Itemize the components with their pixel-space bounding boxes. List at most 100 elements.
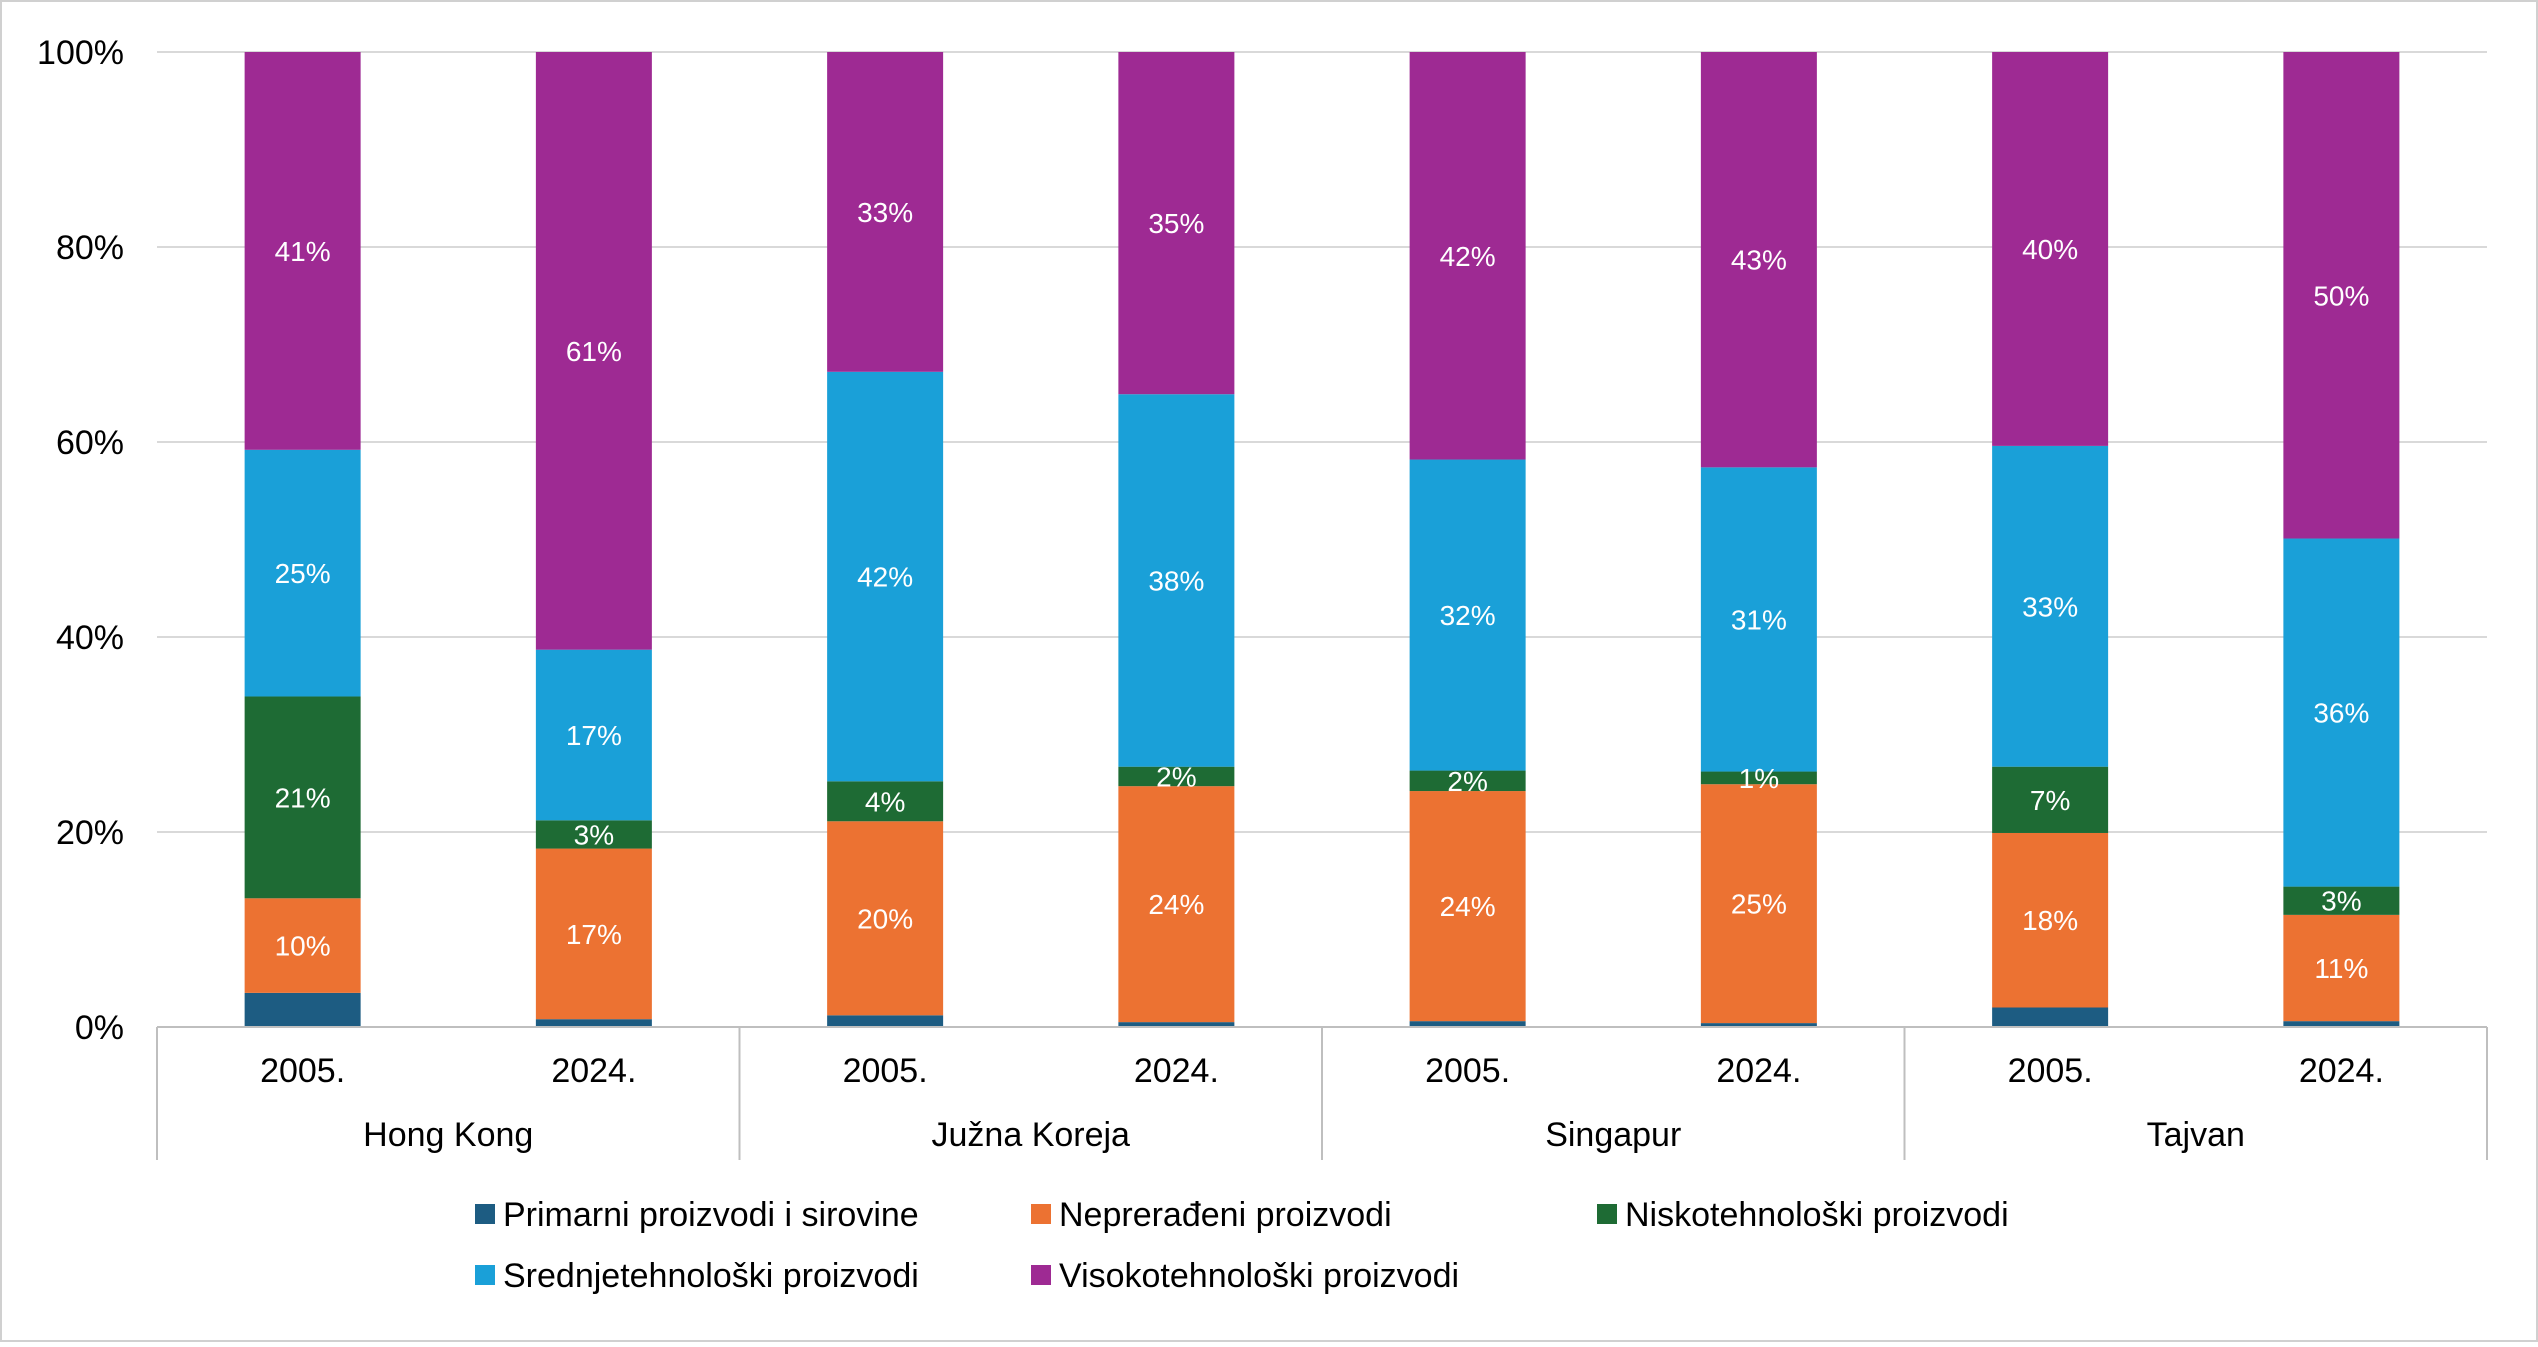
bar-segment	[2283, 914, 2400, 1022]
y-tick-label: 40%	[56, 619, 124, 657]
x-group-label: Tajvan	[2147, 1116, 2245, 1154]
x-category-label: 2005.	[843, 1052, 928, 1090]
x-group-label: Južna Koreja	[932, 1116, 1131, 1154]
legend-item: Visokotehnološki proizvodi	[1031, 1257, 1459, 1295]
legend-item: Neprerađeni proizvodi	[1031, 1196, 1392, 1234]
data-label: 35%	[1148, 208, 1204, 239]
bar-segment	[244, 992, 361, 1027]
bar-segment	[2283, 52, 2400, 539]
legend-item: Primarni proizvodi i sirovine	[475, 1196, 919, 1234]
bar-segment	[827, 1015, 944, 1027]
x-category-label: 2024.	[1134, 1052, 1219, 1090]
legend-swatch	[1597, 1204, 1617, 1224]
data-label: 38%	[1148, 565, 1204, 596]
bar-segment	[1700, 52, 1817, 468]
bars	[244, 52, 2400, 1027]
y-tick-label: 80%	[56, 229, 124, 267]
data-label: 32%	[1440, 600, 1496, 631]
legend-swatch	[475, 1204, 495, 1224]
data-label: 10%	[275, 931, 331, 962]
bar-segment	[535, 820, 652, 849]
data-label: 61%	[566, 336, 622, 367]
legend-item: Niskotehnološki proizvodi	[1597, 1196, 2009, 1234]
bar-segment	[1409, 52, 1526, 460]
x-group-label: Singapur	[1545, 1116, 1681, 1154]
data-label: 42%	[1440, 241, 1496, 272]
bar-segment	[1700, 771, 1817, 785]
data-label: 33%	[2022, 591, 2078, 622]
x-category-label: 2024.	[1716, 1052, 1801, 1090]
bar-segment	[1992, 766, 2109, 833]
data-labels: 10% 21% 25% 41% 17% 3% 17% 61% 20% 4% 42% 33% 24% 2% 3…	[275, 197, 2370, 984]
data-label: 1%	[1739, 763, 1779, 794]
data-label: 42%	[857, 562, 913, 593]
legend-swatch	[1031, 1204, 1051, 1224]
data-label: 2%	[1447, 766, 1487, 797]
data-label: 21%	[275, 782, 331, 813]
data-label: 7%	[2030, 785, 2070, 816]
y-tick-label: 60%	[56, 424, 124, 462]
data-label: 17%	[566, 919, 622, 950]
bar-segment	[1409, 459, 1526, 771]
data-label: 4%	[865, 786, 905, 817]
bar-segment	[244, 898, 361, 993]
data-label: 43%	[1731, 245, 1787, 276]
bar-segment	[2283, 1021, 2400, 1027]
bar-segment	[827, 821, 944, 1016]
x-category-label: 2024.	[551, 1052, 636, 1090]
bar-segment	[1409, 770, 1526, 792]
y-tick-label: 0%	[75, 1009, 124, 1047]
bar-segment	[535, 649, 652, 821]
legend-label: Primarni proizvodi i sirovine	[503, 1196, 919, 1234]
legend-item: Srednjetehnološki proizvodi	[475, 1257, 919, 1295]
bar-segment	[1992, 1007, 2109, 1027]
bar-segment	[1118, 52, 1235, 395]
data-label: 3%	[2321, 886, 2361, 917]
bar-segment	[535, 848, 652, 1020]
bar-segment	[244, 449, 361, 697]
bar-segment	[1992, 445, 2109, 767]
legend: Primarni proizvodi i sirovine Neprerađeni…	[475, 1196, 2009, 1295]
x-group-label: Hong Kong	[363, 1116, 533, 1154]
bar-segment	[1409, 791, 1526, 1022]
x-category-label: 2024.	[2299, 1052, 2384, 1090]
data-label: 17%	[566, 720, 622, 751]
bar-segment	[535, 1019, 652, 1027]
bar-segment	[2283, 886, 2400, 915]
x-category-label: 2005.	[2008, 1052, 2093, 1090]
bar-segment	[1992, 832, 2109, 1008]
data-label: 33%	[857, 197, 913, 228]
bar-segment	[827, 371, 944, 782]
data-label: 25%	[1731, 889, 1787, 920]
data-label: 36%	[2313, 698, 2369, 729]
legend-label: Srednjetehnološki proizvodi	[503, 1257, 919, 1295]
legend-label: Neprerađeni proizvodi	[1059, 1196, 1392, 1234]
data-label: 31%	[1731, 604, 1787, 635]
data-label: 40%	[2022, 234, 2078, 265]
bar-segment	[2283, 538, 2400, 887]
data-label: 25%	[275, 558, 331, 589]
x-category-label: 2005.	[1425, 1052, 1510, 1090]
bar-segment	[1118, 766, 1235, 787]
data-label: 2%	[1156, 761, 1196, 792]
legend-label: Visokotehnološki proizvodi	[1059, 1257, 1459, 1295]
bar-segment	[827, 52, 944, 372]
bar-segment	[535, 52, 652, 650]
bar-segment	[244, 52, 361, 450]
bar-segment	[1118, 786, 1235, 1023]
data-label: 3%	[574, 819, 614, 850]
y-tick-label: 100%	[37, 34, 124, 72]
data-label: 24%	[1440, 891, 1496, 922]
data-label: 18%	[2022, 905, 2078, 936]
bar-segment	[1118, 394, 1235, 767]
bar-segment	[1700, 1023, 1817, 1027]
y-axis-ticks: 0% 20% 40% 60% 80% 100%	[37, 34, 124, 1047]
legend-swatch	[1031, 1265, 1051, 1285]
bar-segment	[1700, 467, 1817, 772]
data-label: 50%	[2313, 280, 2369, 311]
bar-segment	[244, 696, 361, 899]
